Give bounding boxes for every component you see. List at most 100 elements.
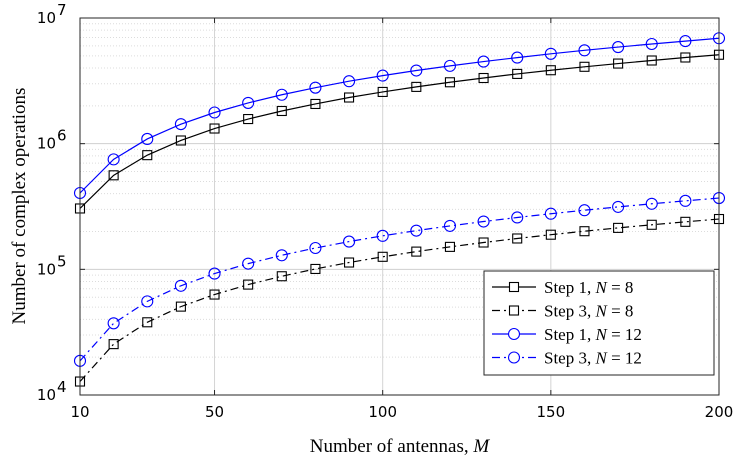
y-tick-label: 10	[37, 260, 56, 278]
data-point	[107, 153, 120, 166]
data-point	[376, 69, 389, 82]
data-point	[680, 216, 691, 227]
data-point	[343, 235, 356, 248]
data-point	[646, 219, 657, 230]
data-point	[141, 132, 154, 146]
data-point	[477, 55, 490, 68]
data-point	[410, 224, 423, 237]
y-tick-exponent: 6	[57, 127, 67, 145]
y-tick-exponent: 5	[57, 252, 67, 270]
data-point	[511, 211, 524, 224]
data-point	[511, 51, 524, 64]
series-line	[79, 218, 720, 382]
legend-entry-2: Step 3, N = 8	[492, 302, 633, 321]
y-tick-label: 10	[37, 9, 56, 27]
data-point	[174, 279, 187, 292]
data-point	[208, 267, 221, 280]
data-point	[512, 233, 523, 244]
data-point	[141, 295, 154, 308]
legend: Step 1, N = 8 Step 3, N = 8 Step 1, N = 12…	[483, 270, 715, 376]
x-tick-label: 200	[705, 403, 734, 421]
data-point	[612, 200, 625, 213]
data-point	[613, 222, 624, 233]
data-point	[612, 41, 625, 54]
legend-entry-3: Step 1, N = 12	[492, 325, 642, 344]
data-point	[679, 194, 692, 207]
legend-label: Step 3, N = 12	[544, 349, 642, 368]
data-point	[276, 271, 287, 282]
x-tick-label: 10	[70, 403, 89, 421]
data-point	[578, 204, 591, 217]
legend-entry-1: Step 1, N = 8	[492, 278, 633, 297]
data-point	[208, 106, 221, 119]
legend-entry-4: Step 3, N = 12	[492, 349, 642, 368]
data-point	[209, 289, 220, 300]
series-group	[73, 32, 726, 387]
data-point	[679, 35, 692, 48]
data-point	[478, 72, 489, 84]
data-point	[142, 150, 153, 161]
x-tick-label: 150	[537, 403, 566, 421]
data-point	[108, 339, 119, 350]
data-point	[443, 59, 456, 72]
y-tick-exponent: 4	[57, 378, 67, 396]
data-point	[242, 257, 255, 270]
x-tick-label: 100	[368, 403, 397, 421]
legend-label: Step 3, N = 8	[544, 302, 633, 321]
data-point	[579, 226, 590, 237]
data-point	[310, 98, 321, 110]
data-point	[444, 241, 455, 252]
data-point	[545, 229, 556, 240]
data-point	[376, 229, 389, 242]
data-point	[410, 64, 423, 77]
data-point	[411, 246, 422, 257]
data-point	[443, 219, 456, 232]
data-point	[309, 81, 322, 94]
data-point	[613, 58, 624, 69]
x-ticks: 10 50 100 150 200	[70, 18, 733, 421]
data-point	[175, 135, 186, 146]
legend-marker	[507, 327, 521, 341]
data-point	[545, 65, 556, 76]
data-point	[578, 44, 591, 57]
data-point	[309, 241, 322, 255]
data-point	[680, 52, 691, 63]
data-point	[242, 96, 255, 109]
data-point	[478, 237, 489, 248]
data-point	[646, 55, 657, 66]
data-point	[645, 37, 658, 51]
data-point	[477, 215, 490, 228]
plot-frame	[79, 17, 720, 396]
data-point	[512, 68, 523, 79]
series-1	[74, 49, 725, 214]
y-tick-label: 10	[37, 386, 56, 404]
data-point	[107, 317, 120, 330]
data-point	[444, 77, 455, 88]
legend-marker	[507, 351, 521, 364]
y-axis-label: Number of complex operations	[9, 88, 30, 325]
data-point	[645, 197, 658, 210]
data-point	[544, 207, 557, 220]
data-point	[209, 123, 220, 134]
data-point	[344, 257, 355, 268]
data-point	[579, 61, 590, 72]
data-point	[174, 118, 187, 131]
data-point	[544, 47, 557, 60]
data-point	[377, 86, 388, 97]
data-point	[142, 317, 153, 328]
legend-marker	[508, 305, 520, 316]
data-point	[275, 88, 288, 101]
data-point	[243, 279, 254, 290]
data-point	[175, 301, 186, 312]
legend-label: Step 1, N = 12	[544, 325, 642, 344]
legend-marker	[508, 281, 520, 293]
data-point	[377, 251, 388, 262]
data-point	[243, 113, 254, 125]
y-tick-label: 10	[37, 135, 56, 153]
y-tick-exponent: 7	[57, 1, 67, 19]
series-line	[79, 54, 720, 209]
data-point	[344, 92, 355, 103]
series-2	[74, 213, 725, 387]
